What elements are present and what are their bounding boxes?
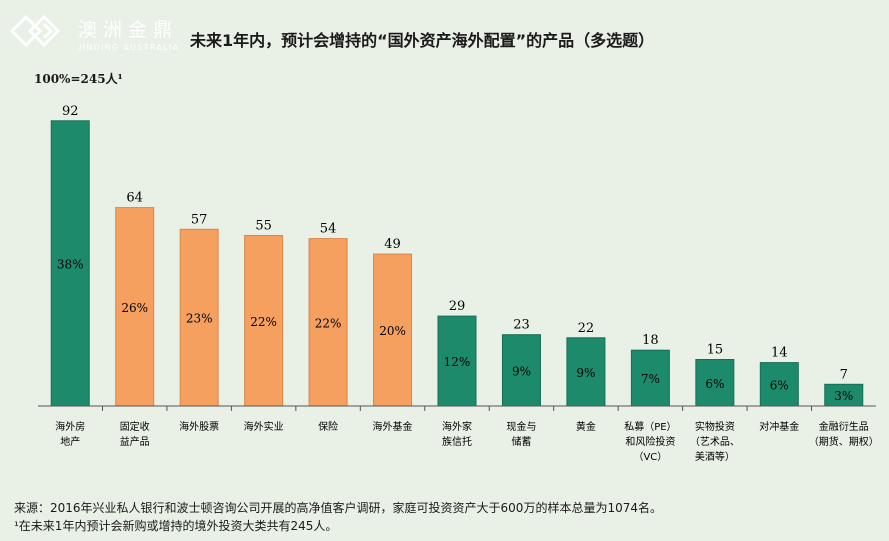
percent-label: 9%	[576, 366, 595, 380]
percent-label: 7%	[641, 372, 660, 386]
percent-label: 22%	[250, 315, 277, 329]
value-label: 49	[384, 237, 401, 252]
category-label: 现金与储蓄	[506, 420, 536, 448]
percent-label: 6%	[770, 378, 789, 392]
category-label: 黄金	[576, 420, 596, 433]
value-label: 55	[255, 219, 272, 234]
value-label: 15	[707, 343, 724, 358]
value-label: 54	[320, 222, 337, 237]
value-label: 23	[513, 318, 530, 333]
value-label: 18	[642, 333, 659, 348]
value-label: 14	[771, 346, 788, 361]
category-label: 固定收益产品	[120, 420, 150, 448]
category-label: 私募（PE）和风险投资（VC）	[624, 420, 676, 463]
source-note: 来源：2016年兴业私人银行和波士顿咨询公司开展的高净值客户调研，家庭可投资资产…	[14, 501, 662, 515]
footnote: ¹在未来1年内预计会新购或增持的境外投资大类共有245人。	[14, 519, 338, 533]
bar	[308, 238, 348, 407]
value-label: 7	[840, 367, 848, 382]
category-label: 海外房地产	[55, 420, 85, 448]
bar	[630, 349, 670, 407]
brand-name-cn: 澳洲金鼎	[78, 19, 179, 41]
percent-label: 23%	[186, 312, 213, 326]
value-label: 22	[578, 321, 595, 336]
bar	[373, 253, 413, 407]
bar	[115, 207, 155, 407]
value-label: 64	[126, 191, 143, 206]
percent-label: 26%	[121, 301, 148, 315]
category-label: 海外基金	[373, 420, 413, 433]
base-note: 100%=245人¹	[34, 72, 123, 86]
percent-label: 20%	[379, 324, 406, 338]
bar	[566, 337, 606, 407]
bar	[437, 315, 477, 407]
percent-label: 12%	[444, 355, 471, 369]
percent-label: 6%	[705, 377, 724, 391]
bar-chart: 92 38% 海外房地产 64 26% 固定收益产品 57 23% 海外股票 55 22% 海外实业 5…	[38, 104, 879, 463]
bar	[179, 228, 219, 407]
bar	[501, 334, 541, 407]
category-label: 海外家族信托	[442, 420, 472, 448]
value-label: 57	[191, 212, 208, 227]
value-label: 29	[449, 299, 466, 314]
category-label: 对冲基金	[759, 420, 799, 433]
chart-title: 未来1年内，预计会增持的“国外资产海外配置”的产品（多选题）	[190, 31, 655, 50]
brand-logo: 澳洲金鼎 JINDING AUSTRALIA	[8, 8, 198, 58]
value-label: 92	[62, 104, 79, 119]
bar	[244, 235, 284, 407]
brand-name-en: JINDING AUSTRALIA	[79, 43, 180, 52]
percent-label: 3%	[834, 389, 853, 403]
category-label: 金融衍生品（期货、期权）	[809, 420, 879, 448]
category-label: 实物投资（艺术品、美酒等）	[690, 420, 740, 463]
percent-label: 9%	[512, 364, 531, 378]
category-label: 保险	[318, 420, 338, 433]
diamond-logo-icon	[9, 14, 61, 48]
percent-label: 38%	[57, 257, 84, 271]
category-label: 海外实业	[244, 420, 284, 433]
category-label: 海外股票	[179, 420, 219, 433]
percent-label: 22%	[315, 316, 342, 330]
